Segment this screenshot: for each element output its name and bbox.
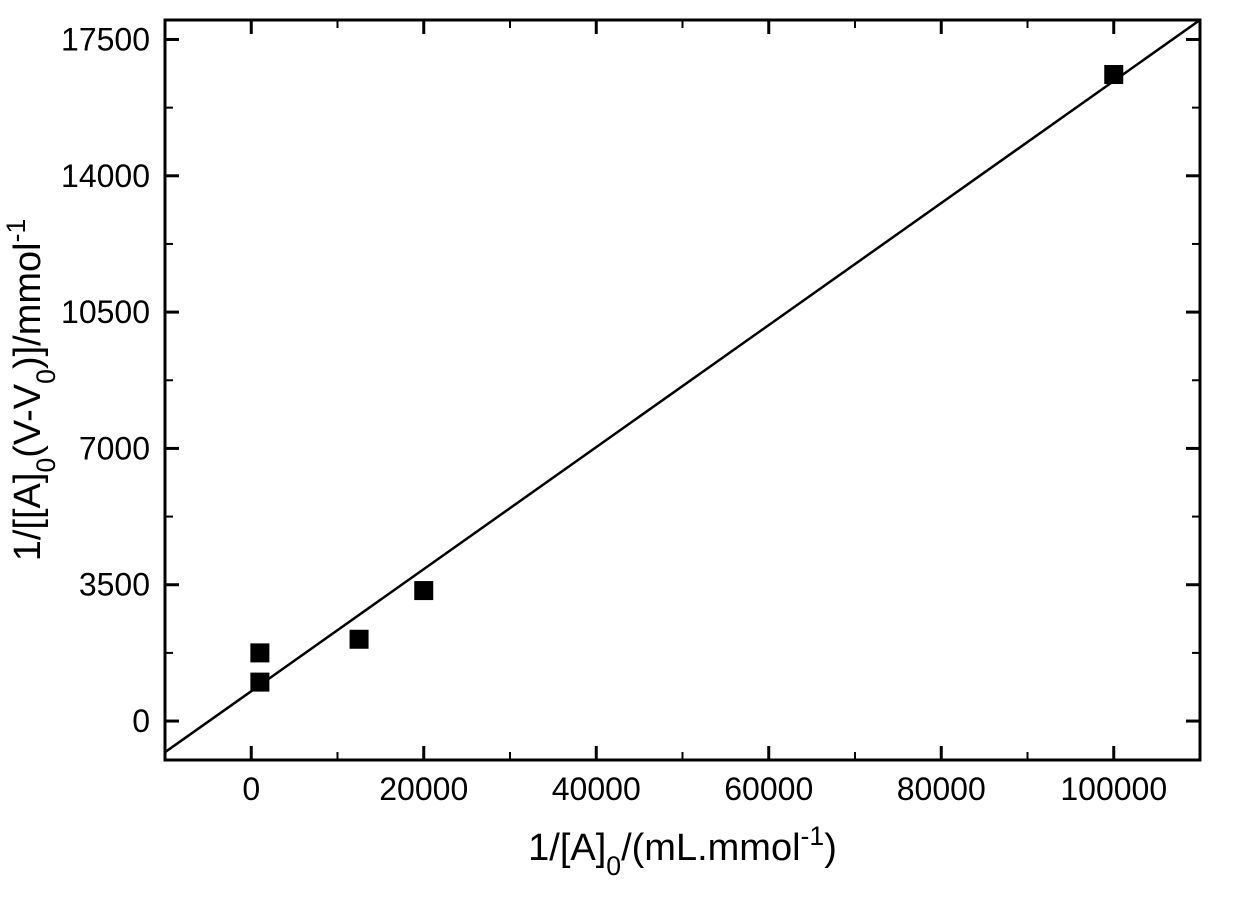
data-point <box>251 644 269 662</box>
regression-line <box>165 20 1200 752</box>
scatter-chart: 0 20000 40000 60000 80000 100000 0 3500 7000 1050… <box>0 0 1240 908</box>
y-tick-label: 10500 <box>61 294 150 330</box>
y-tick-label: 14000 <box>61 158 150 194</box>
y-tick-label: 7000 <box>79 430 150 466</box>
data-point <box>350 630 368 648</box>
data-point <box>251 673 269 691</box>
y-tick-label: 0 <box>132 703 150 739</box>
x-tick-label: 60000 <box>724 771 813 807</box>
x-tick-label: 40000 <box>552 771 641 807</box>
data-point <box>415 582 433 600</box>
plot-group <box>165 20 1200 752</box>
data-point <box>1105 66 1123 84</box>
x-tick-label: 80000 <box>897 771 986 807</box>
x-tick-label: 100000 <box>1060 771 1167 807</box>
y-tick-label: 17500 <box>61 21 150 57</box>
chart-svg: 0 20000 40000 60000 80000 100000 0 3500 7000 1050… <box>0 0 1240 908</box>
y-axis-label: 1/[[A]0(V-V0)]/mmol-1 <box>1 219 61 562</box>
x-axis-label: 1/[A]0/(mL.mmol-1) <box>528 821 837 881</box>
y-tick-label: 3500 <box>79 567 150 603</box>
x-tick-label: 0 <box>242 771 260 807</box>
x-tick-label: 20000 <box>379 771 468 807</box>
